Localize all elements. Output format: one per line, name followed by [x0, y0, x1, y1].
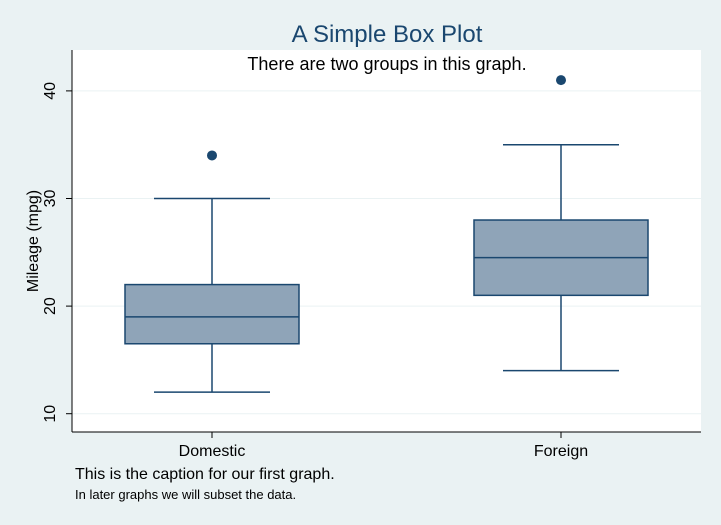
boxes	[124, 75, 649, 393]
x-tick-label: Domestic	[179, 443, 246, 460]
grid-lines	[72, 90, 701, 415]
y-tick-label: 40	[42, 82, 59, 100]
chart-note: In later graphs we will subset the data.	[75, 487, 296, 502]
x-ticks: Domestic Foreign	[179, 432, 588, 460]
chart-caption: This is the caption for our first graph.	[75, 466, 335, 483]
box-foreign	[473, 75, 649, 372]
interquartile-box	[124, 283, 300, 345]
y-ticks: 10 20 30 40	[42, 82, 72, 423]
box-domestic	[124, 150, 300, 393]
y-tick-label: 30	[42, 189, 59, 207]
chart-title: A Simple Box Plot	[292, 21, 483, 48]
y-tick-label: 20	[42, 297, 59, 315]
x-tick-label: Foreign	[534, 443, 588, 460]
outlier-point	[207, 150, 217, 161]
outlier-point	[556, 75, 566, 86]
chart-subtitle: There are two groups in this graph.	[247, 54, 526, 74]
y-axis-label: Mileage (mpg)	[25, 190, 42, 292]
y-tick-label: 10	[42, 405, 59, 423]
